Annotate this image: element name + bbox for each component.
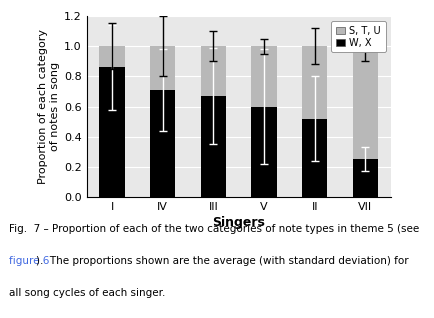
Text: ).  The proportions shown are the average (with standard deviation) for: ). The proportions shown are the average…: [36, 256, 408, 266]
Bar: [150, 90, 175, 197]
Bar: [302, 119, 327, 197]
Bar: [99, 67, 125, 197]
Bar: [302, 46, 327, 119]
X-axis label: Singers: Singers: [212, 216, 265, 229]
Legend: S, T, U, W, X: S, T, U, W, X: [331, 21, 386, 52]
Text: Fig.  7 – Proportion of each of the two categories of note types in theme 5 (see: Fig. 7 – Proportion of each of the two c…: [9, 224, 419, 234]
Bar: [251, 46, 276, 107]
Y-axis label: Proportion of each category
of notes in song: Proportion of each category of notes in …: [39, 29, 60, 184]
Bar: [352, 159, 378, 197]
Bar: [201, 96, 226, 197]
Bar: [201, 46, 226, 96]
Bar: [251, 107, 276, 197]
Bar: [150, 46, 175, 90]
Text: figure 6: figure 6: [9, 256, 49, 266]
Bar: [352, 46, 378, 159]
Text: all song cycles of each singer.: all song cycles of each singer.: [9, 288, 165, 298]
Bar: [99, 46, 125, 67]
